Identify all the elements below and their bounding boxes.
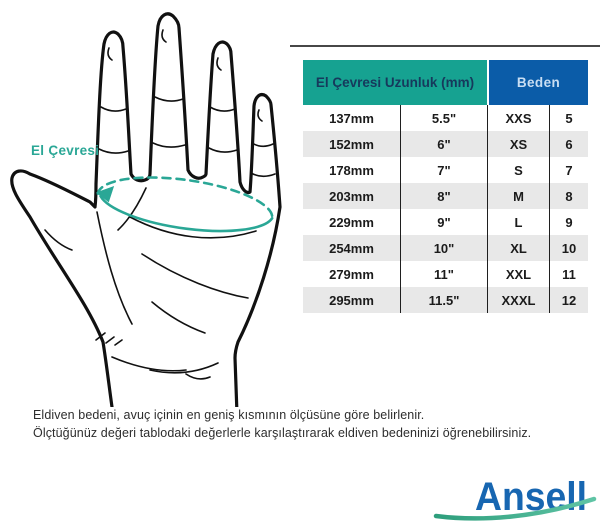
cell-num: 7 — [549, 157, 588, 183]
hand-illustration — [0, 2, 295, 416]
cell-mm: 203mm — [329, 188, 374, 204]
table-row: 229mm 9" L 9 — [303, 209, 588, 235]
cell-mm: 279mm — [329, 266, 374, 282]
cell-num: 6 — [549, 131, 588, 157]
cell-size: S — [487, 157, 549, 183]
ansell-logo-text: Ansell — [475, 475, 587, 519]
cell-inch: 5.5" — [400, 105, 487, 131]
circumference-label: El Çevresi — [31, 143, 100, 158]
cell-num: 9 — [549, 209, 588, 235]
cell-size: XXXL — [487, 287, 549, 313]
cell-mm: 254mm — [329, 240, 374, 256]
hand-drawing — [10, 12, 282, 416]
cell-mm: 178mm — [329, 162, 374, 178]
palm-creases — [44, 187, 257, 380]
cell-size: M — [487, 183, 549, 209]
table-row: 203mm 8" M 8 — [303, 183, 588, 209]
cell-inch: 11" — [400, 261, 487, 287]
cell-size: XL — [487, 235, 549, 261]
cell-num: 12 — [549, 287, 588, 313]
cell-num: 8 — [549, 183, 588, 209]
header-size: Beden — [489, 60, 588, 105]
footer-line-1: Eldiven bedeni, avuç içinin en geniş kıs… — [33, 408, 425, 422]
size-table: El Çevresi Uzunluk (mm) Beden 137mm 5.5"… — [303, 60, 588, 313]
cell-inch: 6" — [400, 131, 487, 157]
circumference-ellipse — [96, 176, 274, 233]
cell-inch: 9" — [400, 209, 487, 235]
table-row: 152mm 6" XS 6 — [303, 131, 588, 157]
cell-size: L — [487, 209, 549, 235]
header-circumference: El Çevresi Uzunluk (mm) — [303, 60, 487, 105]
hand-outline — [10, 12, 282, 416]
cell-inch: 7" — [400, 157, 487, 183]
cell-size: XXL — [487, 261, 549, 287]
cell-mm: 137mm — [329, 110, 374, 126]
ansell-logo-graphic: Ansell — [433, 475, 597, 521]
cell-num: 10 — [549, 235, 588, 261]
cell-mm: 152mm — [329, 136, 374, 152]
table-row: 279mm 11" XXL 11 — [303, 261, 588, 287]
table-row: 254mm 10" XL 10 — [303, 235, 588, 261]
table-header-row: El Çevresi Uzunluk (mm) Beden — [303, 60, 588, 105]
cell-mm: 229mm — [329, 214, 374, 230]
cell-size: XS — [487, 131, 549, 157]
ellipse-arrowhead — [96, 185, 115, 203]
cell-size: XXS — [487, 105, 549, 131]
ansell-logo-swoosh — [433, 496, 597, 521]
table-row: 295mm 11.5" XXXL 12 — [303, 287, 588, 313]
cell-mm: 295mm — [329, 292, 374, 308]
ansell-logo: Ansell — [428, 470, 600, 524]
footer-line-2: Ölçtüğünüz değeri tablodaki değerlerle k… — [33, 426, 532, 440]
cell-num: 5 — [549, 105, 588, 131]
ellipse-dashed-arc — [96, 176, 274, 220]
ellipse-solid-arc — [99, 194, 274, 233]
table-top-rule — [290, 45, 600, 47]
cell-inch: 10" — [400, 235, 487, 261]
footer-text: Eldiven bedeni, avuç içinin en geniş kıs… — [33, 406, 531, 442]
finger-creases — [98, 29, 276, 178]
table-row: 178mm 7" S 7 — [303, 157, 588, 183]
table-row: 137mm 5.5" XXS 5 — [303, 105, 588, 131]
cell-num: 11 — [549, 261, 588, 287]
cell-inch: 11.5" — [400, 287, 487, 313]
cell-inch: 8" — [400, 183, 487, 209]
